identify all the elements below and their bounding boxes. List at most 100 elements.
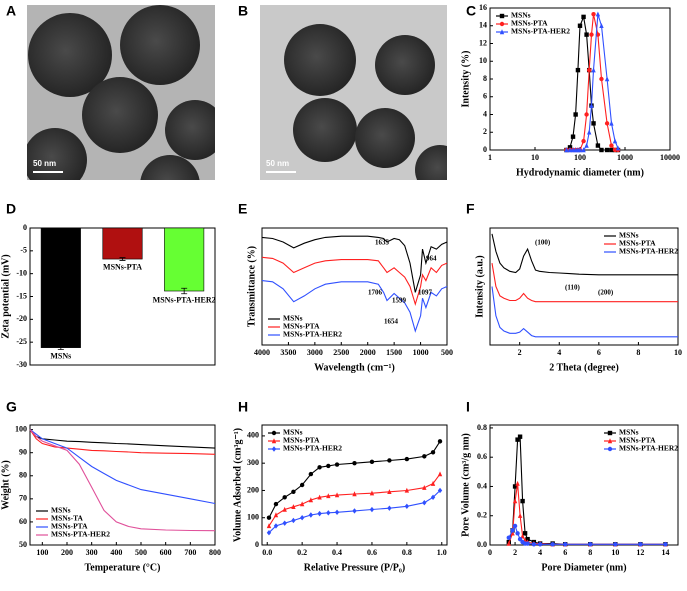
legend-marker: [499, 29, 505, 35]
x-tick-label: 4000: [254, 348, 270, 357]
marker: [595, 11, 601, 17]
marker: [506, 535, 511, 540]
x-tick-label: 2: [513, 548, 517, 557]
marker: [273, 523, 279, 529]
x-tick-label: 10: [611, 548, 619, 557]
y-tick-label: 60: [19, 517, 27, 526]
series-line: [261, 280, 448, 333]
series-line: [508, 435, 666, 545]
marker: [326, 510, 331, 516]
bar: [102, 227, 143, 260]
x-tick-label: 0: [488, 548, 492, 557]
panel-label: G: [6, 399, 17, 415]
marker: [599, 76, 604, 82]
marker: [581, 147, 586, 153]
series-line: [261, 235, 448, 293]
y-tick-label: -10: [16, 268, 27, 277]
error-bar: [119, 257, 126, 261]
marker: [334, 492, 340, 498]
x-tick-label: 1: [488, 153, 492, 162]
x-tick-label: 0.4: [332, 548, 342, 557]
annotation: 964: [426, 255, 437, 263]
marker: [663, 542, 668, 547]
annotation: 1599: [392, 297, 407, 305]
y-tick-label: 100: [247, 513, 259, 522]
y-tick-label: 300: [247, 458, 259, 467]
panel-label: H: [238, 399, 248, 415]
series-line: [29, 429, 216, 455]
y-tick-label: -30: [16, 360, 27, 369]
panel-label: C: [466, 3, 476, 19]
x-tick-label: 1500: [386, 348, 402, 357]
y-tick-label: -5: [20, 246, 27, 255]
x-tick-label: 10: [531, 153, 539, 162]
y-tick-label: 16: [479, 3, 487, 12]
x-axis-label: Wavelength (cm⁻¹): [314, 362, 395, 373]
legend-marker: [607, 438, 613, 444]
marker: [591, 12, 596, 17]
series-line: [268, 490, 441, 534]
marker: [422, 485, 427, 490]
error-bar: [57, 345, 64, 350]
tem-image-b: [260, 5, 447, 180]
y-tick-label: 0: [483, 145, 487, 154]
x-tick-label: 100: [36, 548, 48, 557]
marker: [422, 454, 427, 459]
y-tick-label: 12: [479, 38, 487, 47]
plot-frame: [261, 424, 448, 546]
marker: [604, 121, 610, 126]
marker: [575, 67, 581, 73]
x-tick-label: 500: [441, 348, 453, 357]
legend-label: MSNs: [619, 231, 639, 240]
legend-label: MSNs-PTA: [619, 239, 656, 248]
marker: [599, 23, 604, 28]
marker: [520, 498, 525, 504]
marker: [317, 494, 322, 500]
marker: [430, 450, 436, 455]
annotation: 1654: [384, 318, 399, 326]
marker: [550, 542, 555, 547]
y-tick-label: 400: [247, 431, 259, 440]
marker: [326, 493, 331, 499]
marker: [584, 142, 589, 148]
marker: [282, 495, 287, 500]
annotation: (110): [565, 284, 580, 292]
tem-image-a: [27, 5, 215, 180]
x-tick-label: 6: [563, 548, 567, 557]
x-tick-label: 14: [661, 548, 669, 557]
marker: [638, 542, 643, 547]
y-axis-label: Intensity (a.u.): [474, 255, 485, 318]
marker: [404, 456, 410, 462]
marker: [537, 542, 543, 547]
x-tick-label: 10000: [660, 153, 680, 162]
legend-label: MSNs: [511, 11, 531, 20]
x-tick-label: 10: [674, 348, 682, 357]
y-tick-label: 8: [483, 74, 487, 83]
marker: [387, 505, 392, 511]
legend-label: MSNs-PTA-HER2: [619, 247, 678, 256]
marker: [291, 489, 296, 495]
plot-frame: [489, 227, 679, 346]
marker: [369, 506, 375, 513]
marker: [308, 497, 314, 503]
marker: [352, 460, 357, 466]
legend-marker: [271, 446, 277, 452]
marker: [512, 523, 518, 529]
series-line: [268, 441, 441, 518]
marker: [609, 120, 614, 126]
scale-bar-label: 50 nm: [33, 159, 56, 168]
x-tick-label: 800: [209, 548, 221, 557]
marker: [589, 102, 594, 108]
x-tick-label: 12: [636, 548, 644, 557]
marker: [291, 504, 296, 510]
marker: [299, 515, 305, 521]
marker: [581, 138, 586, 144]
y-tick-label: 100: [15, 424, 27, 433]
marker: [609, 147, 614, 153]
marker: [352, 508, 357, 514]
annotation: (100): [535, 239, 551, 247]
marker: [437, 471, 443, 477]
legend-label: MSNs-PTA: [619, 436, 656, 445]
marker: [299, 501, 305, 507]
